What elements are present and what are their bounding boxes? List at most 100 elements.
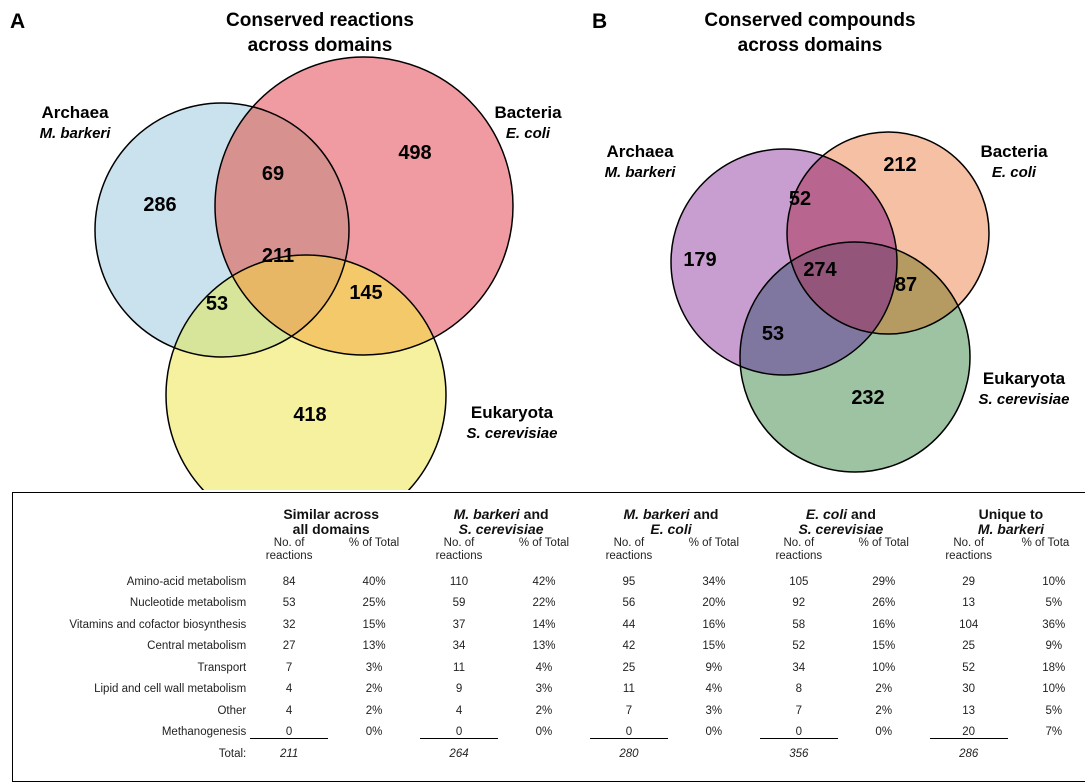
cell-count: 44	[622, 618, 636, 631]
region-all-b: 274	[803, 259, 837, 281]
region-bacteria-eukaryota-b: 87	[895, 274, 917, 296]
eukaryota-organism: S. cerevisiae	[467, 425, 558, 442]
cell-count: 34	[452, 640, 466, 653]
cell-count: 25	[622, 661, 636, 674]
table-row: Nucleotide metabolism 53 25% 59 22% 56 20% 92 26…	[13, 593, 1085, 615]
cell-count: 104	[959, 618, 979, 631]
cell-percent: 18%	[1042, 661, 1066, 674]
cell-percent: 2%	[535, 704, 553, 717]
eukaryota-label: Eukaryota	[471, 403, 554, 422]
cell-count: 34	[792, 661, 806, 674]
panel-b-title-line2: across domains	[738, 35, 883, 56]
cell-percent: 26%	[872, 597, 896, 610]
total-value: 280	[619, 747, 639, 760]
panel-b-title-line1: Conserved compounds	[704, 10, 915, 31]
table-body: Amino-acid metabolism 84 40% 110 42% 95 34% 105…	[13, 571, 1085, 765]
cell-percent: 5%	[1045, 704, 1063, 717]
cell-count: 9	[455, 683, 463, 696]
cell-percent: 34%	[702, 575, 726, 588]
cell-count: 84	[282, 575, 296, 588]
cell-count: 0	[416, 722, 502, 744]
group-header-mbarkeri-scerevisiae: M. barkeri and S. cerevisiae	[453, 506, 549, 537]
archaea-label: Archaea	[41, 103, 109, 122]
region-archaea-only-b: 179	[683, 249, 716, 271]
region-archaea-only: 286	[143, 194, 176, 216]
cell-percent: 25%	[362, 597, 386, 610]
sub-header-no-reactions: No. of reactions	[435, 537, 483, 562]
region-bacteria-only: 498	[398, 142, 431, 164]
cell-percent: 9%	[705, 661, 723, 674]
archaea-organism-b: M. barkeri	[605, 164, 677, 181]
cell-count: 27	[282, 640, 296, 653]
cell-count: 52	[792, 640, 806, 653]
region-bacteria-only-b: 212	[883, 154, 916, 176]
bacteria-label: Bacteria	[494, 103, 562, 122]
cell-count: 11	[453, 661, 465, 674]
group-header-all-domains: Similar across all domains	[283, 506, 380, 537]
bacteria-outline	[214, 56, 514, 356]
cell-count: 110	[449, 575, 469, 588]
panel-b-letter: B	[592, 10, 607, 33]
venn-diagrams: A Conserved reactions across domains Arc…	[10, 10, 1070, 490]
cell-percent: 0%	[535, 726, 553, 739]
panel-a-title-line1: Conserved reactions	[226, 10, 414, 31]
region-all: 211	[262, 245, 294, 267]
row-label: Lipid and cell wall metabolism	[94, 683, 247, 696]
cell-percent: 20%	[702, 597, 726, 610]
sub-header-pct-total: % of Tota	[1021, 537, 1070, 549]
table-row: Central metabolism 27 13% 34 13% 42 15% 52 15% 25…	[13, 636, 1085, 658]
cell-percent: 15%	[362, 618, 386, 631]
sub-header-pct-total: % of Total	[688, 537, 739, 549]
archaea-label-b: Archaea	[606, 142, 674, 161]
eukaryota-organism-b: S. cerevisiae	[979, 391, 1070, 408]
sub-header-row: No. of reactions % of Total No. of reactio…	[13, 537, 1085, 571]
cell-count: 32	[282, 618, 296, 631]
cell-count: 30	[962, 683, 976, 696]
table-row: Other 4 2% 4 2% 7 3% 7 2% 13 5%	[13, 700, 1085, 722]
cell-count: 37	[452, 618, 466, 631]
row-label: Transport	[197, 661, 247, 674]
bacteria-outline-b	[786, 131, 990, 335]
reaction-category-table: Similar across all domains M. barkeri and…	[12, 492, 1085, 782]
cell-percent: 0%	[365, 726, 383, 739]
cell-percent: 5%	[1045, 597, 1063, 610]
cell-count: 4	[285, 683, 293, 696]
venn-reactions: A Conserved reactions across domains Arc…	[10, 10, 562, 490]
cell-percent: 2%	[875, 683, 893, 696]
cell-percent: 0%	[875, 726, 893, 739]
cell-percent: 7%	[1045, 726, 1063, 739]
sub-header-no-reactions: No. of reactions	[945, 537, 993, 562]
cell-percent: 22%	[532, 597, 556, 610]
cell-percent: 4%	[705, 683, 723, 696]
archaea-outline-b	[670, 148, 898, 376]
total-value: 211	[279, 747, 299, 760]
total-value: 286	[959, 747, 979, 760]
cell-percent: 3%	[365, 661, 383, 674]
cell-count: 7	[795, 704, 802, 717]
archaea-outline	[94, 102, 350, 358]
cell-count: 56	[622, 597, 636, 610]
bacteria-organism-b: E. coli	[992, 164, 1037, 181]
cell-percent: 15%	[872, 640, 896, 653]
region-archaea-eukaryota-b: 53	[762, 323, 784, 345]
region-bacteria-eukaryota: 145	[349, 282, 382, 304]
row-label: Amino-acid metabolism	[126, 575, 247, 588]
cell-count: 20	[926, 722, 1012, 744]
overlap-archaea-eukaryota	[166, 255, 349, 357]
group-header-mbarkeri-ecoli: M. barkeri and E. coli	[623, 506, 719, 537]
cell-percent: 2%	[365, 704, 383, 717]
cell-percent: 15%	[702, 640, 726, 653]
row-label: Vitamins and cofactor biosynthesis	[69, 618, 247, 631]
cell-count: 29	[962, 575, 976, 588]
region-archaea-bacteria: 69	[262, 163, 284, 185]
cell-count: 7	[285, 661, 293, 674]
cell-percent: 3%	[705, 704, 723, 717]
data-table: Similar across all domains M. barkeri and…	[13, 499, 1085, 765]
eukaryota-outline-b	[739, 241, 971, 473]
group-header-unique-mbarkeri: Unique to M. barkeri	[977, 506, 1044, 537]
cell-count: 4	[285, 704, 293, 717]
row-label: Central metabolism	[147, 640, 247, 653]
bacteria-label-b: Bacteria	[980, 142, 1048, 161]
eukaryota-label-b: Eukaryota	[983, 369, 1066, 388]
sub-header-no-reactions: No. of reactions	[775, 537, 823, 562]
